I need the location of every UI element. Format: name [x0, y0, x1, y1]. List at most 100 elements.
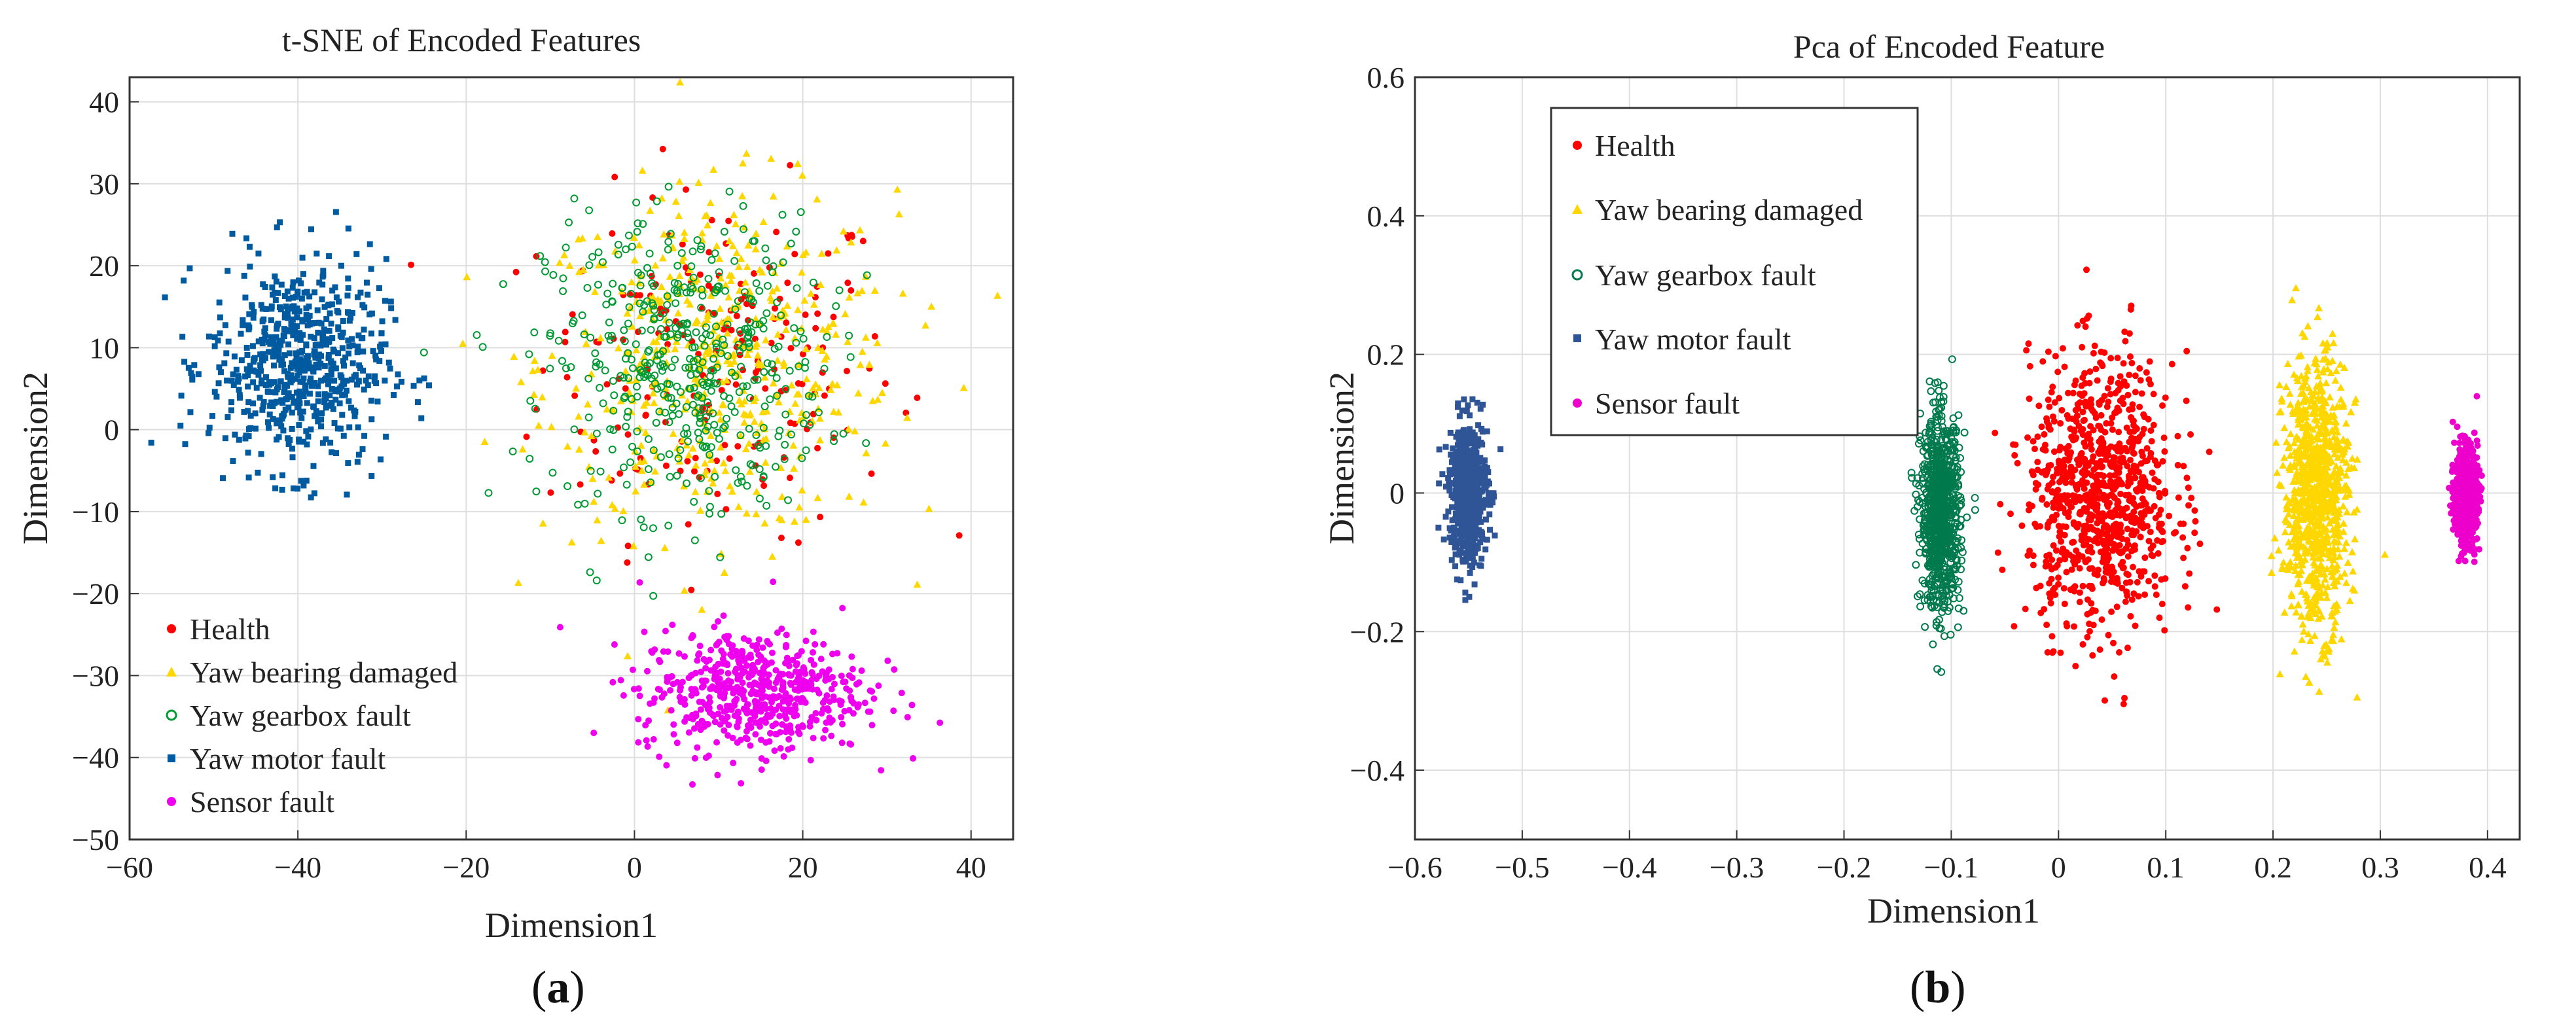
data-point — [2121, 328, 2128, 336]
y-tick-label: −10 — [72, 495, 119, 529]
data-point — [2065, 457, 2072, 464]
data-point — [348, 314, 354, 321]
data-point — [778, 493, 786, 501]
data-point — [588, 253, 597, 261]
data-point — [2340, 436, 2348, 444]
data-point — [787, 431, 796, 439]
data-point — [564, 442, 572, 450]
data-point — [671, 299, 680, 308]
data-point — [698, 285, 706, 294]
data-point — [321, 362, 328, 369]
data-point — [2297, 612, 2306, 620]
data-point — [275, 321, 281, 327]
data-point — [274, 436, 280, 443]
data-point — [262, 332, 268, 338]
data-point — [2107, 462, 2115, 469]
data-point — [867, 708, 874, 715]
data-point — [2317, 482, 2326, 489]
data-point — [698, 605, 706, 613]
data-point — [753, 487, 761, 495]
data-point — [742, 149, 751, 157]
data-point — [2302, 372, 2310, 380]
data-point — [622, 480, 631, 489]
data-point — [533, 365, 542, 373]
data-point — [2302, 409, 2310, 417]
data-point — [774, 342, 783, 351]
data-point — [245, 408, 251, 414]
data-point — [734, 262, 743, 270]
data-point — [2070, 521, 2077, 528]
data-point — [2316, 387, 2325, 395]
data-point — [881, 439, 889, 447]
data-point — [609, 679, 617, 686]
data-point — [752, 510, 760, 518]
data-point — [835, 286, 844, 294]
data-point — [2088, 472, 2096, 479]
data-point — [848, 287, 855, 294]
data-point — [723, 506, 730, 513]
data-point — [631, 447, 639, 455]
data-point — [609, 426, 618, 434]
data-point — [2298, 329, 2306, 337]
data-point — [734, 708, 742, 715]
data-point — [726, 359, 735, 367]
data-point — [730, 256, 739, 265]
data-point — [2183, 347, 2191, 355]
data-point — [2179, 534, 2187, 541]
data-point — [2174, 433, 2181, 440]
data-point — [262, 374, 269, 380]
data-point — [181, 277, 187, 284]
data-point — [319, 334, 326, 340]
data-point — [2135, 593, 2142, 600]
data-point — [704, 275, 713, 283]
data-point — [268, 317, 274, 323]
data-point — [641, 428, 650, 436]
panel-a-tsne-chart: t-SNE of Encoded Features −60 −40 −20 0 20 40… — [16, 22, 1014, 945]
data-point — [611, 641, 618, 648]
data-point — [698, 229, 706, 237]
data-point — [1992, 429, 1999, 436]
data-point — [650, 699, 657, 706]
data-point — [354, 349, 361, 355]
data-point — [834, 408, 843, 416]
data-point — [289, 377, 295, 383]
data-point — [2046, 403, 2053, 410]
data-point — [295, 360, 301, 366]
data-point — [802, 375, 811, 383]
data-point — [783, 631, 790, 639]
data-point — [259, 377, 265, 383]
data-point — [656, 453, 665, 461]
data-point — [586, 467, 595, 475]
data-point — [2285, 389, 2294, 397]
data-point — [361, 327, 367, 333]
data-point — [2321, 575, 2329, 583]
data-point — [367, 311, 373, 318]
data-point — [819, 668, 826, 675]
data-point — [2298, 557, 2306, 565]
data-point — [2300, 627, 2308, 635]
data-point — [2048, 575, 2055, 582]
data-point — [2322, 525, 2331, 533]
data-point — [705, 487, 713, 495]
data-point — [538, 393, 546, 401]
data-point — [2340, 544, 2349, 552]
data-point — [2124, 391, 2132, 398]
data-point — [827, 385, 835, 393]
data-point — [700, 723, 707, 730]
data-point — [843, 368, 850, 375]
data-point — [725, 217, 732, 224]
data-point — [752, 731, 759, 738]
data-point — [2120, 564, 2127, 571]
data-point — [349, 309, 355, 316]
data-point — [721, 727, 728, 734]
data-point — [2312, 382, 2321, 390]
data-point — [2185, 484, 2192, 491]
data-point — [2120, 360, 2127, 367]
data-point — [2079, 641, 2086, 648]
data-point — [2335, 552, 2344, 560]
data-point — [247, 263, 253, 270]
data-point — [819, 699, 827, 707]
data-point — [687, 274, 696, 281]
data-point — [678, 696, 685, 703]
data-point — [2089, 652, 2096, 659]
